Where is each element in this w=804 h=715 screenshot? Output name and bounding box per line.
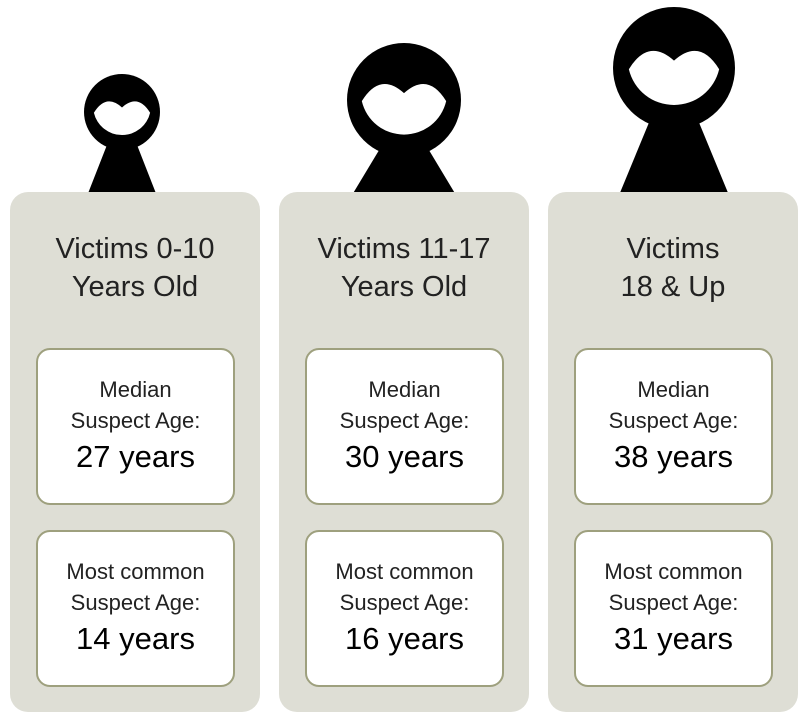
label-line: Suspect Age: (608, 590, 739, 615)
stat-value: 38 years (614, 439, 733, 474)
label-line: Median (368, 377, 441, 402)
stat-label: Median Suspect Age: (307, 374, 502, 436)
group-title: Victims 18 & Up (548, 230, 798, 306)
label-line: Median (637, 377, 710, 402)
stat-box: Most common Suspect Age: 16 years (305, 530, 504, 687)
group-title: Victims 11-17 Years Old (279, 230, 529, 306)
person-body (353, 139, 455, 192)
group-title: Victims 0-10 Years Old (10, 230, 260, 306)
person-face (361, 84, 447, 135)
title-line: Victims 0-10 (55, 233, 215, 265)
group-card: Victims 18 & Up Median Suspect Age: 38 years… (548, 192, 798, 712)
person-face (93, 101, 151, 136)
stat-value: 27 years (76, 439, 195, 474)
person-face (628, 50, 720, 106)
title-line: 18 & Up (620, 271, 726, 303)
stat-box: Median Suspect Age: 27 years (36, 348, 235, 505)
person-body (620, 110, 728, 192)
person-icon (84, 74, 160, 192)
title-line: Victims (626, 233, 720, 265)
label-line: Suspect Age: (70, 408, 201, 433)
person-body (88, 138, 156, 192)
label-line: Suspect Age: (70, 590, 201, 615)
stat-label: Most common Suspect Age: (307, 556, 502, 618)
stat-value: 30 years (345, 439, 464, 474)
stat-label: Median Suspect Age: (38, 374, 233, 436)
stat-label: Most common Suspect Age: (38, 556, 233, 618)
person-icon (613, 7, 735, 192)
stat-value: 14 years (76, 621, 195, 656)
stat-box: Most common Suspect Age: 14 years (36, 530, 235, 687)
stat-box: Median Suspect Age: 30 years (305, 348, 504, 505)
label-line: Median (99, 377, 172, 402)
label-line: Suspect Age: (339, 590, 470, 615)
figures (84, 7, 735, 192)
title-line: Years Old (340, 271, 468, 303)
stat-box: Median Suspect Age: 38 years (574, 348, 773, 505)
label-line: Most common (66, 559, 205, 584)
title-line: Victims 11-17 (317, 233, 491, 265)
group-card: Victims 11-17 Years Old Median Suspect Age:… (279, 192, 529, 712)
label-line: Most common (335, 559, 474, 584)
group-card: Victims 0-10 Years Old Median Suspect Age: 2… (10, 192, 260, 712)
person-icon (347, 43, 461, 192)
stat-value: 16 years (345, 621, 464, 656)
label-line: Suspect Age: (608, 408, 739, 433)
stat-value: 31 years (614, 621, 733, 656)
label-line: Most common (604, 559, 743, 584)
stat-label: Median Suspect Age: (576, 374, 771, 436)
title-line: Years Old (71, 271, 199, 303)
label-line: Suspect Age: (339, 408, 470, 433)
stat-label: Most common Suspect Age: (576, 556, 771, 618)
stat-box: Most common Suspect Age: 31 years (574, 530, 773, 687)
